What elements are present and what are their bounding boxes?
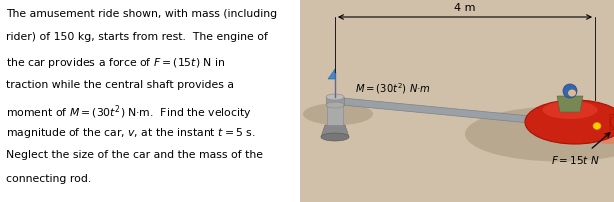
Ellipse shape [593,122,601,129]
Ellipse shape [465,106,614,162]
Text: $F = 15t$ N: $F = 15t$ N [551,154,599,166]
Text: the car provides a force of $F = (15t)$ N in: the car provides a force of $F = (15t)$ … [6,56,225,70]
Text: moment of $M = (30t^2)$ N·m.  Find the velocity: moment of $M = (30t^2)$ N·m. Find the ve… [6,103,252,122]
Text: rider) of 150 kg, starts from rest.  The engine of: rider) of 150 kg, starts from rest. The … [6,33,268,42]
Ellipse shape [525,100,614,144]
Ellipse shape [326,94,344,100]
Text: The amusement ride shown, with mass (including: The amusement ride shown, with mass (inc… [6,9,277,19]
Ellipse shape [563,84,577,98]
Bar [300,0,614,202]
Text: magnitude of the car, $v$, at the instant $t = 5$ s.: magnitude of the car, $v$, at the instan… [6,126,255,141]
Bar [326,97,344,105]
Ellipse shape [303,103,373,125]
Polygon shape [321,125,349,137]
Ellipse shape [610,113,614,131]
Text: 4 m: 4 m [454,3,476,13]
Bar [327,105,343,125]
Text: traction while the central shaft provides a: traction while the central shaft provide… [6,80,234,89]
Polygon shape [336,98,535,123]
Ellipse shape [590,132,614,144]
Polygon shape [328,69,335,79]
Ellipse shape [543,101,597,119]
Ellipse shape [321,133,349,141]
Polygon shape [557,96,583,112]
Bar [0,0,300,202]
Ellipse shape [568,89,576,97]
Polygon shape [610,114,614,130]
Text: connecting rod.: connecting rod. [6,174,91,183]
Text: $M = (30t^2)$ N·m: $M = (30t^2)$ N·m [355,82,431,96]
Ellipse shape [326,102,344,108]
Text: Neglect the size of the car and the mass of the: Neglect the size of the car and the mass… [6,150,263,160]
